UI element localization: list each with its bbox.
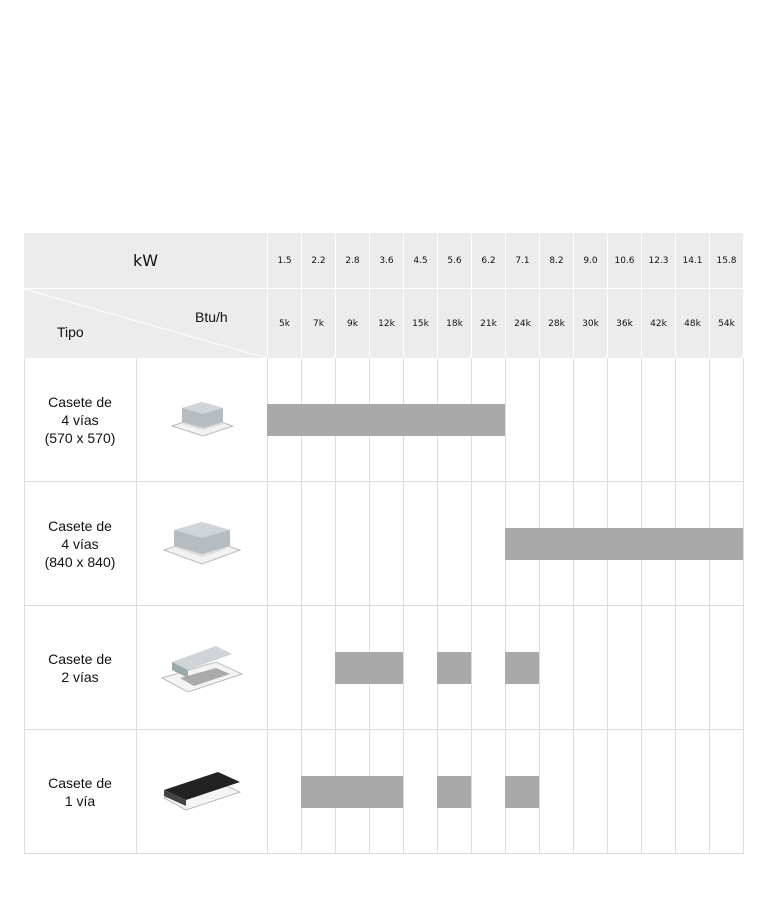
capacity-bar xyxy=(505,776,539,808)
row-type-label: Casete de 4 vías (570 x 570) xyxy=(44,393,116,446)
capacity-bar xyxy=(267,404,301,436)
grid-line xyxy=(301,358,302,854)
capacity-bar xyxy=(335,776,369,808)
grid-line xyxy=(471,358,472,854)
grid-line xyxy=(505,358,506,854)
row-divider xyxy=(24,729,744,730)
grid-line xyxy=(403,358,404,854)
capacity-table: kW Btu/h Tipo 1.5 5k 2.2 7k 2.8 9k 3.6 12k 4.5 15… xyxy=(24,233,744,854)
cassette-2way-icon xyxy=(136,606,268,729)
cassette-4way-large-icon xyxy=(136,482,268,605)
type-btu-header: Btu/h Tipo xyxy=(24,289,267,358)
cassette-4way-compact-icon xyxy=(136,358,268,481)
capacity-bar xyxy=(641,528,675,560)
kw-tick: 4.5 xyxy=(404,233,437,288)
kw-tick: 12.3 xyxy=(642,233,675,288)
btu-tick: 42k xyxy=(642,289,675,358)
kw-tick: 5.6 xyxy=(438,233,471,288)
cassette-1way-icon xyxy=(136,730,268,853)
capacity-bar xyxy=(437,404,471,436)
grid-line xyxy=(369,358,370,854)
diagonal-divider xyxy=(24,289,267,358)
grid-line xyxy=(743,358,744,854)
grid-line xyxy=(709,358,710,854)
kw-tick: 14.1 xyxy=(676,233,709,288)
kw-label: kW xyxy=(132,251,159,270)
btu-tick: 12k xyxy=(370,289,403,358)
btu-tick: 15k xyxy=(404,289,437,358)
capacity-bar xyxy=(607,528,641,560)
btu-tick: 7k xyxy=(302,289,335,358)
capacity-bar xyxy=(301,404,335,436)
kw-tick: 3.6 xyxy=(370,233,403,288)
capacity-bar xyxy=(675,528,709,560)
btu-tick: 36k xyxy=(608,289,641,358)
kw-tick: 1.5 xyxy=(268,233,301,288)
kw-tick: 10.6 xyxy=(608,233,641,288)
grid-line xyxy=(607,358,608,854)
btu-tick: 30k xyxy=(574,289,607,358)
capacity-bar xyxy=(403,404,437,436)
capacity-bar xyxy=(505,652,539,684)
row-type-label: Casete de 1 vía xyxy=(48,774,112,809)
capacity-bar xyxy=(335,404,369,436)
kw-tick: 8.2 xyxy=(540,233,573,288)
row-type-label: Casete de 2 vías xyxy=(48,650,112,685)
capacity-bar xyxy=(369,404,403,436)
kw-tick: 6.2 xyxy=(472,233,505,288)
btu-tick: 9k xyxy=(336,289,369,358)
kw-tick: 9.0 xyxy=(574,233,607,288)
btu-tick: 21k xyxy=(472,289,505,358)
kw-tick: 2.2 xyxy=(302,233,335,288)
btu-tick: 24k xyxy=(506,289,539,358)
grid-line xyxy=(539,358,540,854)
capacity-bar xyxy=(437,776,471,808)
grid-line xyxy=(675,358,676,854)
kw-tick: 2.8 xyxy=(336,233,369,288)
grid-line xyxy=(335,358,336,854)
capacity-bar xyxy=(301,776,335,808)
kw-tick: 15.8 xyxy=(710,233,743,288)
row-divider xyxy=(24,605,744,606)
row-divider xyxy=(24,853,744,854)
capacity-bar xyxy=(505,528,539,560)
kw-tick: 7.1 xyxy=(506,233,539,288)
capacity-bar xyxy=(709,528,743,560)
grid-line xyxy=(573,358,574,854)
btu-tick: 28k xyxy=(540,289,573,358)
type-label: Tipo xyxy=(57,324,84,340)
row-divider xyxy=(24,481,744,482)
grid-line xyxy=(641,358,642,854)
btu-tick: 18k xyxy=(438,289,471,358)
btu-tick: 48k xyxy=(676,289,709,358)
grid-line xyxy=(267,358,268,854)
capacity-bar xyxy=(539,528,573,560)
btu-label: Btu/h xyxy=(195,309,228,325)
capacity-bar xyxy=(471,404,505,436)
btu-tick: 5k xyxy=(268,289,301,358)
grid-line xyxy=(24,358,25,854)
grid-line xyxy=(136,358,137,854)
capacity-bar xyxy=(369,776,403,808)
btu-tick: 54k xyxy=(710,289,743,358)
capacity-bar xyxy=(369,652,403,684)
capacity-bar xyxy=(573,528,607,560)
kw-header: kW xyxy=(24,233,267,288)
grid-line xyxy=(437,358,438,854)
capacity-bar xyxy=(335,652,369,684)
capacity-bar xyxy=(437,652,471,684)
row-type-label: Casete de 4 vías (840 x 840) xyxy=(44,517,116,570)
